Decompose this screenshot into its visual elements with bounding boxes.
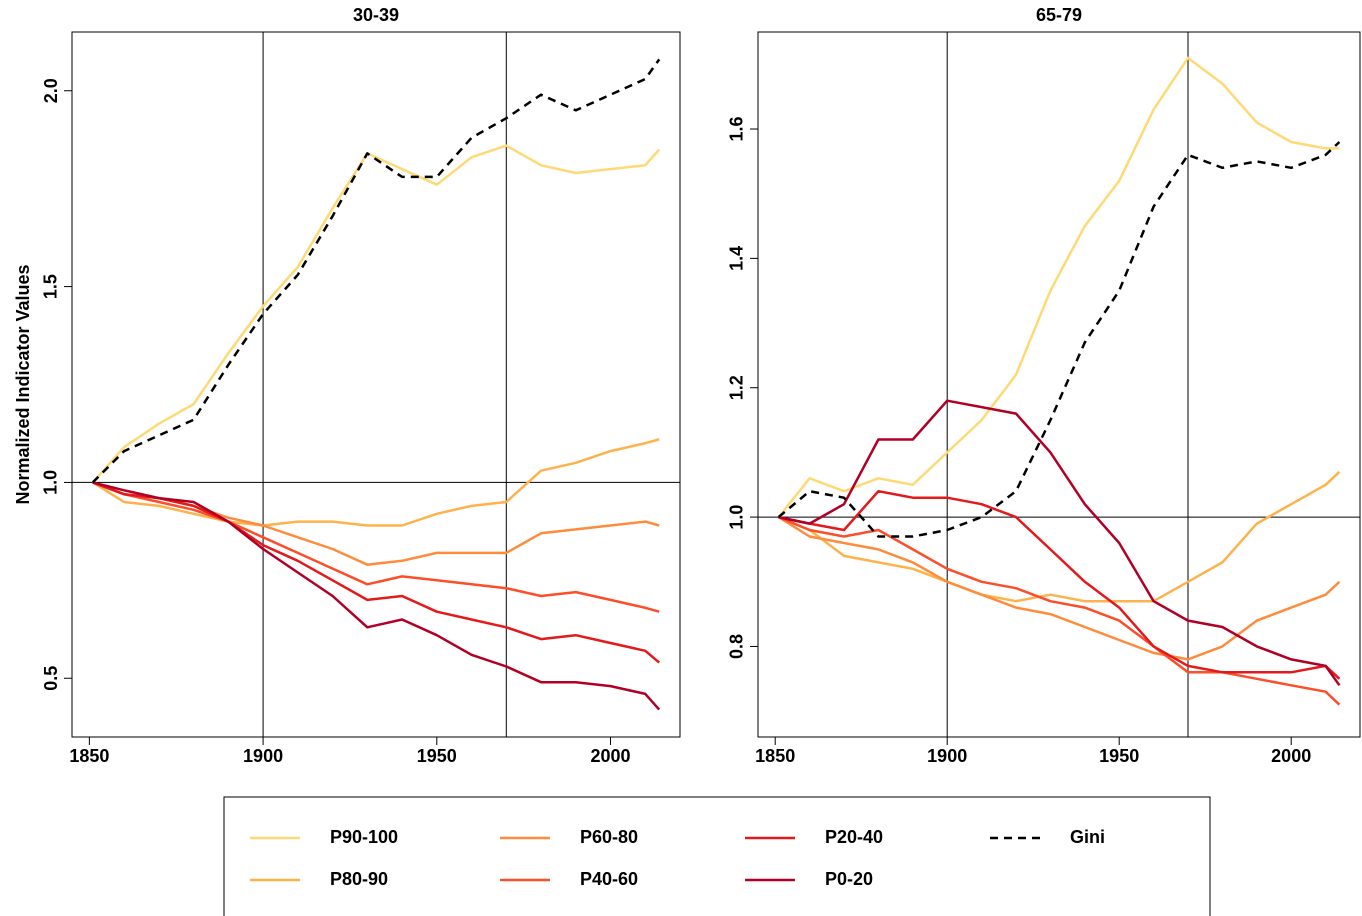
plot-frame [71,31,681,738]
legend-label: P60-80 [580,827,638,847]
series-line [777,516,1341,661]
series-line [91,144,661,484]
chart-title: 65-79 [1036,5,1082,25]
legend-label: Gini [1070,827,1105,847]
y-tick-label: 1.2 [727,375,747,400]
series-line [92,481,661,711]
y-tick-label: 1.5 [41,274,61,299]
y-tick-label: 1.0 [727,505,747,530]
y-tick-label: 2.0 [41,78,61,103]
x-tick-label: 2000 [590,746,630,766]
series-line [777,141,1341,538]
legend-label: P90-100 [330,827,398,847]
legend-label: P20-40 [825,827,883,847]
legend-box [223,796,1211,916]
x-tick-label: 1850 [69,746,109,766]
y-tick-label: 1.4 [727,246,747,271]
series-line [92,481,661,664]
y-axis-label: Normalized Indicator Values [13,264,33,504]
x-tick-label: 1850 [755,746,795,766]
y-tick-label: 1.6 [727,117,747,142]
series-line [92,481,660,613]
series-line [778,399,1341,687]
series-line [92,438,660,527]
series-line [777,56,1340,518]
x-tick-label: 1950 [1099,746,1139,766]
series-line [778,489,1341,680]
x-tick-label: 1950 [417,746,457,766]
series-line [92,481,660,566]
y-tick-label: 0.8 [727,634,747,659]
legend-label: P80-90 [330,869,388,889]
plot-frame [757,31,1361,738]
series-line [91,58,661,484]
chart-title: 30-39 [353,5,399,25]
y-tick-label: 0.5 [41,666,61,691]
legend-label: P40-60 [580,869,638,889]
legend-label: P0-20 [825,869,873,889]
x-tick-label: 2000 [1271,746,1311,766]
x-tick-label: 1900 [927,746,967,766]
y-tick-label: 1.0 [41,470,61,495]
x-tick-label: 1900 [243,746,283,766]
series-line [778,470,1341,603]
